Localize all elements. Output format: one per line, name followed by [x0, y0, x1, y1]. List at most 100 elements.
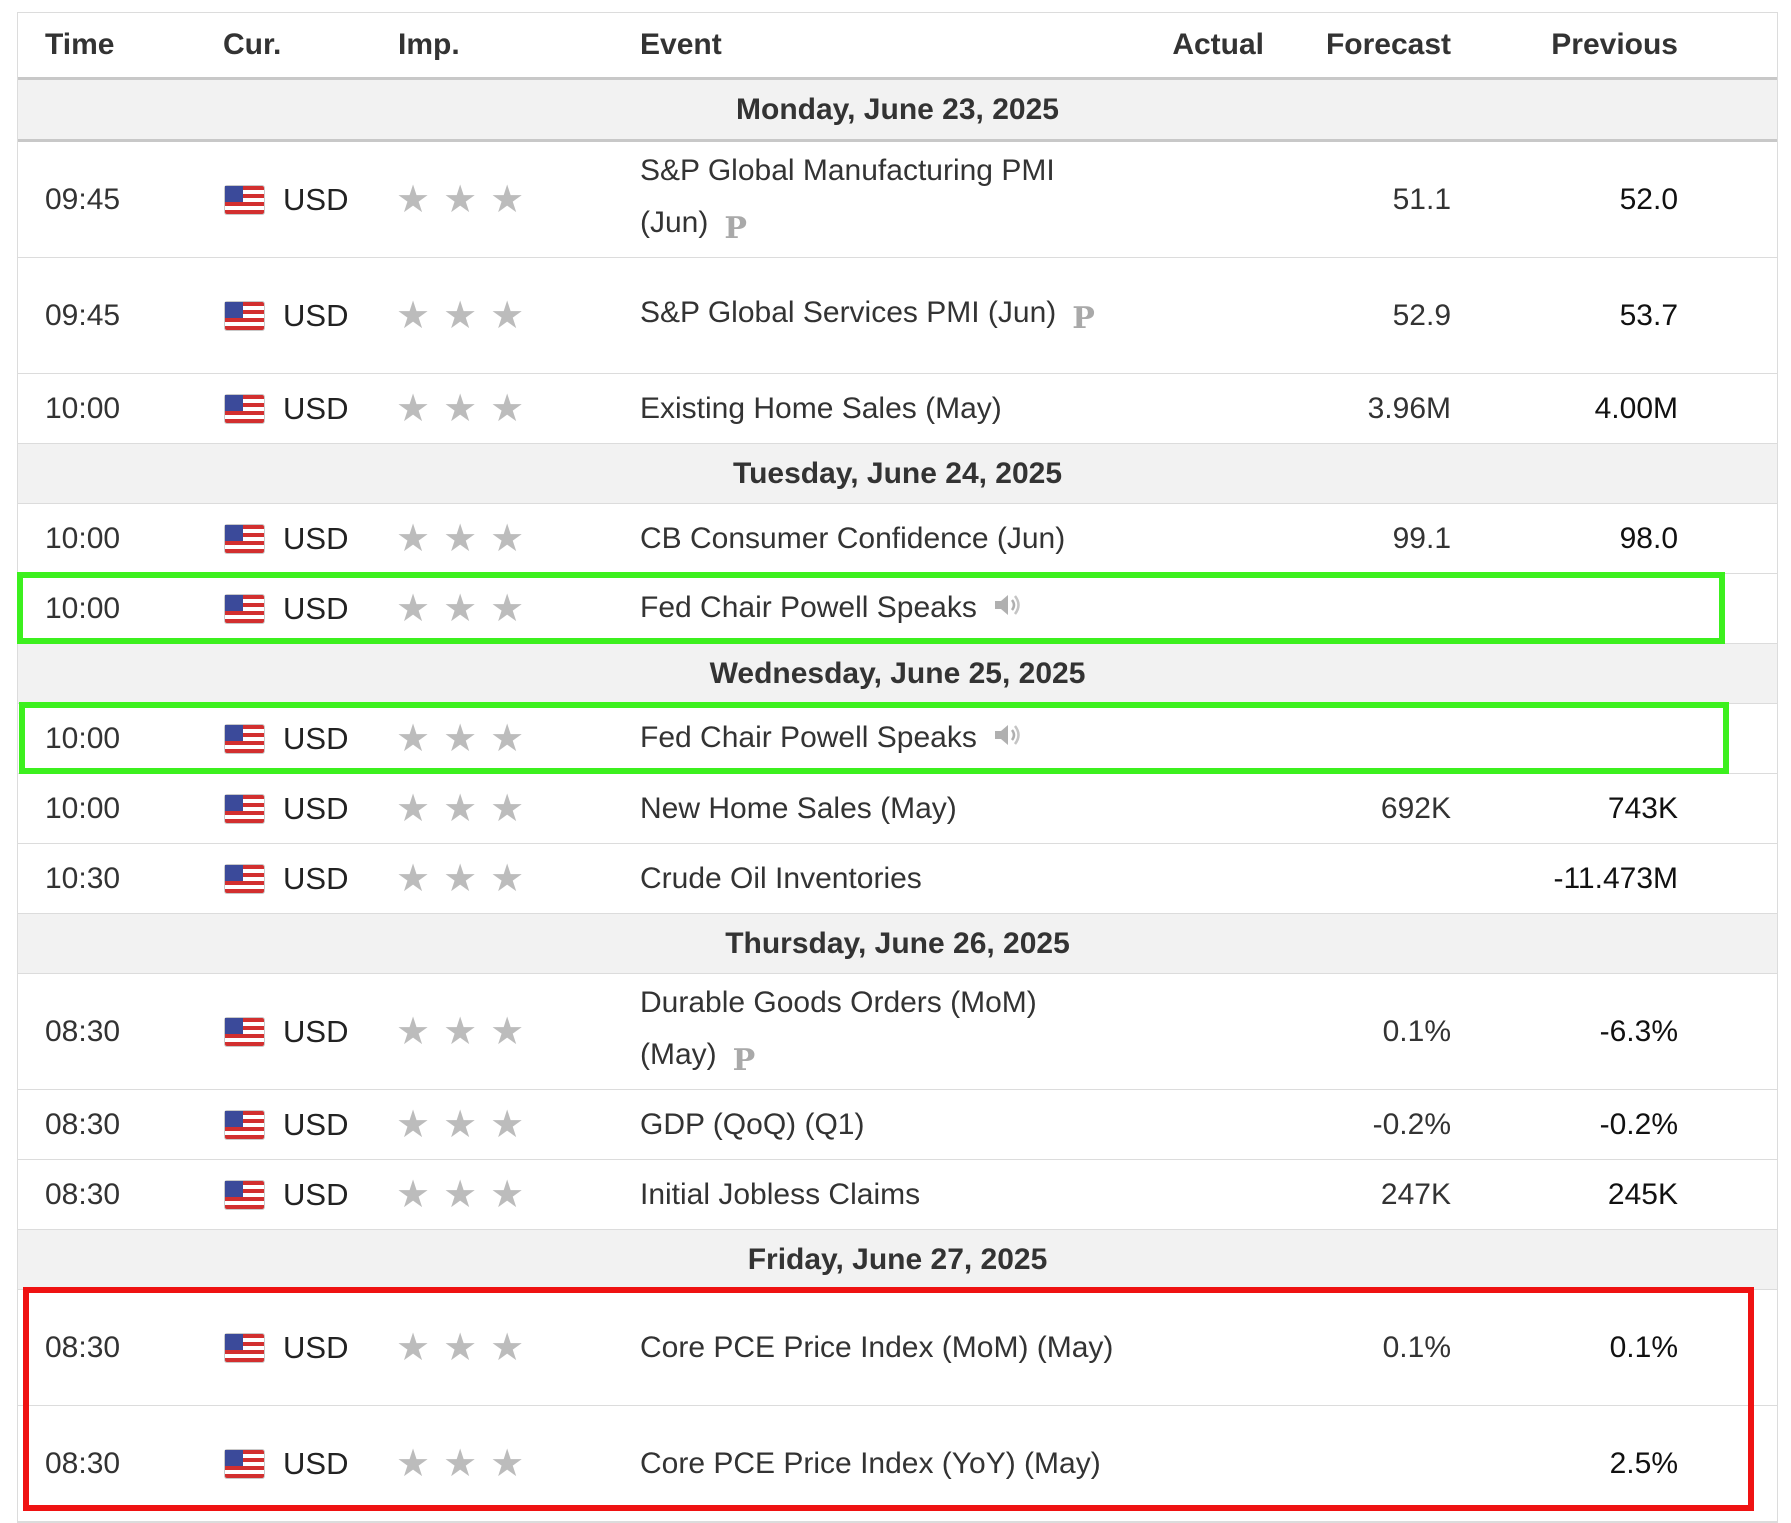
- event-name[interactable]: S&P Global Services PMI (Jun): [640, 295, 1057, 329]
- event-cell[interactable]: Initial Jobless Claims: [640, 1160, 1130, 1229]
- event-name[interactable]: CB Consumer Confidence (Jun): [640, 521, 1066, 555]
- speech-speaker-icon: [993, 713, 1023, 765]
- header-forecast[interactable]: Forecast: [1325, 28, 1451, 61]
- currency-cell: USD: [225, 1290, 348, 1405]
- importance-star-icon: ★: [443, 517, 478, 560]
- importance-rating: ★ ★ ★: [396, 258, 537, 373]
- event-name[interactable]: Initial Jobless Claims: [640, 1177, 921, 1211]
- table-row[interactable]: 08:30 USD ★ ★ ★ Core PCE Price Index (MoM) (M…: [18, 1290, 1777, 1406]
- header-time[interactable]: Time: [45, 28, 115, 61]
- importance-star-icon: ★: [443, 1010, 478, 1053]
- table-row[interactable]: 09:45 USD ★ ★ ★ S&P Global Manufacturing PMI …: [18, 142, 1777, 258]
- event-name[interactable]: Core PCE Price Index (YoY) (May): [640, 1446, 1101, 1480]
- event-name[interactable]: New Home Sales (May): [640, 791, 957, 825]
- table-row[interactable]: 10:00 USD ★ ★ ★ Fed Chair Powell Speaks: [18, 704, 1777, 774]
- event-name[interactable]: Fed Chair Powell Speaks: [640, 590, 977, 624]
- importance-star-icon: ★: [396, 587, 431, 630]
- importance-star-icon: ★: [490, 1010, 525, 1053]
- event-cell[interactable]: New Home Sales (May): [640, 774, 1130, 843]
- event-cell[interactable]: Existing Home Sales (May): [640, 374, 1130, 443]
- importance-star-icon: ★: [490, 1173, 525, 1216]
- economic-calendar: Time Cur. Imp. Event Actual Forecast Pre…: [17, 12, 1778, 1523]
- currency-code: USD: [283, 1329, 349, 1365]
- event-name[interactable]: Durable Goods Orders (MoM) (May): [640, 985, 1037, 1071]
- table-row[interactable]: 08:30 USD ★ ★ ★ Durable Goods Orders (MoM) (M…: [18, 974, 1777, 1090]
- importance-star-icon: ★: [396, 178, 431, 221]
- event-time: 08:30: [45, 1330, 121, 1364]
- importance-rating: ★ ★ ★: [396, 844, 537, 913]
- importance-rating: ★ ★ ★: [396, 1160, 537, 1229]
- importance-star-icon: ★: [490, 517, 525, 560]
- table-row[interactable]: 08:30 USD ★ ★ ★ Initial Jobless Claims 247K 245…: [18, 1160, 1777, 1230]
- currency-code: USD: [283, 720, 349, 756]
- table-row[interactable]: 10:00 USD ★ ★ ★ CB Consumer Confidence (Jun) 9…: [18, 504, 1777, 574]
- table-row[interactable]: 10:00 USD ★ ★ ★ Existing Home Sales (May) 3.96…: [18, 374, 1777, 444]
- currency-code: USD: [283, 590, 349, 626]
- event-name[interactable]: Fed Chair Powell Speaks: [640, 720, 977, 754]
- forecast-value: 0.1%: [1382, 1014, 1451, 1048]
- importance-star-icon: ★: [396, 294, 431, 337]
- event-cell[interactable]: Crude Oil Inventories: [640, 844, 1130, 913]
- us-flag-icon: [225, 1449, 264, 1478]
- event-name[interactable]: Existing Home Sales (May): [640, 391, 1002, 425]
- previous-value: -11.473M: [1553, 861, 1678, 895]
- event-name[interactable]: GDP (QoQ) (Q1): [640, 1107, 865, 1141]
- currency-code: USD: [283, 1445, 349, 1481]
- us-flag-icon: [225, 1333, 264, 1362]
- header-event[interactable]: Event: [640, 28, 722, 61]
- event-cell[interactable]: CB Consumer Confidence (Jun): [640, 504, 1130, 573]
- previous-value: 743K: [1607, 791, 1678, 825]
- event-name[interactable]: Core PCE Price Index (MoM) (May): [640, 1330, 1114, 1364]
- importance-star-icon: ★: [443, 857, 478, 900]
- forecast-value: 52.9: [1392, 298, 1451, 332]
- header-actual[interactable]: Actual: [1172, 28, 1264, 61]
- header-currency[interactable]: Cur.: [223, 28, 282, 61]
- event-cell[interactable]: Fed Chair Powell Speaks: [640, 574, 1130, 643]
- currency-cell: USD: [225, 774, 348, 843]
- event-name[interactable]: Crude Oil Inventories: [640, 861, 922, 895]
- event-time: 10:00: [45, 391, 121, 425]
- table-row[interactable]: 10:30 USD ★ ★ ★ Crude Oil Inventories -11.473M: [18, 844, 1777, 914]
- importance-star-icon: ★: [490, 787, 525, 830]
- previous-value: 53.7: [1619, 298, 1678, 332]
- event-cell[interactable]: GDP (QoQ) (Q1): [640, 1090, 1130, 1159]
- event-cell[interactable]: S&P Global Manufacturing PMI (Jun) P: [640, 142, 1130, 257]
- importance-star-icon: ★: [443, 1442, 478, 1485]
- us-flag-icon: [225, 1110, 264, 1139]
- header-previous[interactable]: Previous: [1551, 28, 1678, 61]
- us-flag-icon: [225, 394, 264, 423]
- event-time: 08:30: [45, 1446, 121, 1480]
- currency-cell: USD: [225, 1406, 348, 1521]
- day-header: Monday, June 23, 2025: [18, 80, 1777, 142]
- importance-star-icon: ★: [490, 178, 525, 221]
- table-header: Time Cur. Imp. Event Actual Forecast Pre…: [18, 13, 1777, 80]
- currency-code: USD: [283, 390, 349, 426]
- importance-star-icon: ★: [443, 178, 478, 221]
- event-time: 09:45: [45, 182, 121, 216]
- forecast-value: 0.1%: [1382, 1330, 1451, 1364]
- table-row[interactable]: 08:30 USD ★ ★ ★ Core PCE Price Index (YoY) (M…: [18, 1406, 1777, 1522]
- importance-star-icon: ★: [490, 1442, 525, 1485]
- forecast-value: 99.1: [1392, 521, 1451, 555]
- table-row[interactable]: 10:00 USD ★ ★ ★ Fed Chair Powell Speaks: [18, 574, 1777, 644]
- event-cell[interactable]: Durable Goods Orders (MoM) (May) P: [640, 974, 1130, 1089]
- event-cell[interactable]: Core PCE Price Index (YoY) (May): [640, 1406, 1130, 1521]
- importance-star-icon: ★: [490, 587, 525, 630]
- importance-star-icon: ★: [490, 717, 525, 760]
- event-cell[interactable]: Core PCE Price Index (MoM) (May): [640, 1290, 1130, 1405]
- forecast-value: 51.1: [1392, 182, 1451, 216]
- forecast-value: 3.96M: [1367, 391, 1451, 425]
- table-row[interactable]: 10:00 USD ★ ★ ★ New Home Sales (May) 692K 743K: [18, 774, 1777, 844]
- event-time: 10:30: [45, 861, 121, 895]
- currency-cell: USD: [225, 574, 348, 643]
- forecast-value: 247K: [1380, 1177, 1451, 1211]
- table-row[interactable]: 09:45 USD ★ ★ ★ S&P Global Services PMI (Jun)…: [18, 258, 1777, 374]
- importance-rating: ★ ★ ★: [396, 774, 537, 843]
- event-cell[interactable]: S&P Global Services PMI (Jun) P: [640, 258, 1130, 373]
- event-name[interactable]: S&P Global Manufacturing PMI (Jun): [640, 153, 1055, 239]
- importance-star-icon: ★: [443, 294, 478, 337]
- event-cell[interactable]: Fed Chair Powell Speaks: [640, 704, 1130, 773]
- table-row[interactable]: 08:30 USD ★ ★ ★ GDP (QoQ) (Q1) -0.2% -0.2%: [18, 1090, 1777, 1160]
- header-importance[interactable]: Imp.: [398, 28, 460, 61]
- event-time: 10:00: [45, 721, 121, 755]
